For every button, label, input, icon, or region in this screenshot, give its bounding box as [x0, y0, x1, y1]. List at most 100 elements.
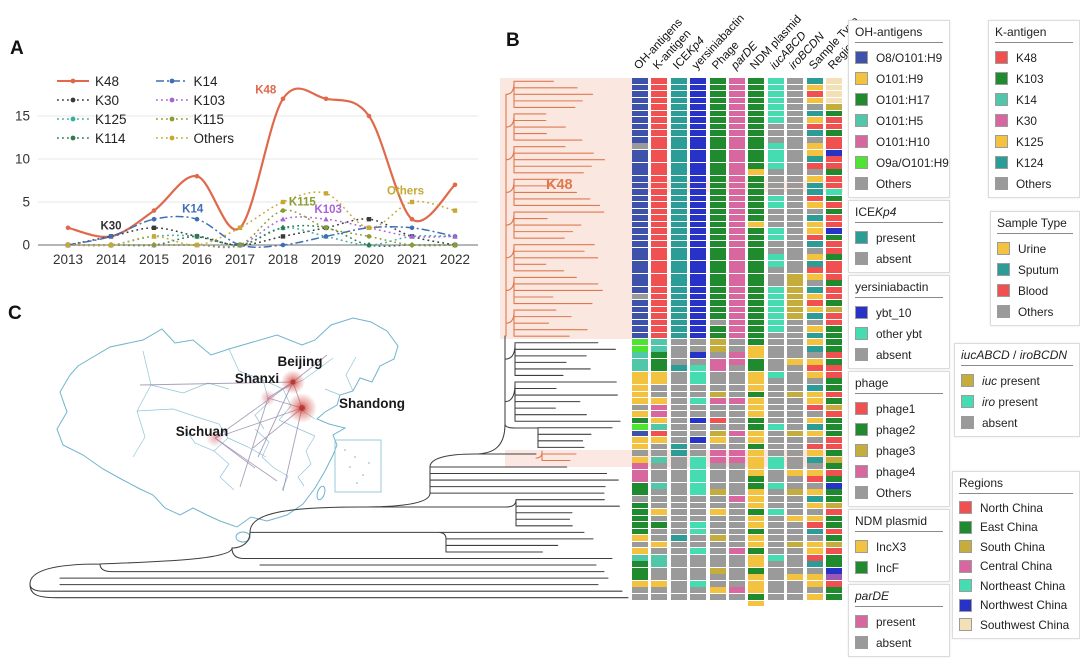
heatmap-cell	[670, 476, 687, 483]
heatmap-cell	[670, 482, 687, 489]
heatmap-cell	[690, 319, 707, 326]
heatmap-column-ndm-plasmid	[748, 78, 765, 607]
heatmap-cell	[651, 339, 668, 345]
heatmap-cell	[826, 215, 842, 221]
heatmap-cell	[729, 162, 745, 169]
heatmap-cell	[748, 509, 765, 515]
heatmap-cell	[787, 489, 804, 496]
x-tick-label: 2018	[268, 252, 298, 267]
heatmap-cell	[670, 136, 687, 143]
heatmap-cell	[729, 136, 745, 143]
legend-swatch	[855, 93, 868, 106]
heatmap-cell	[826, 287, 842, 293]
heatmap-cell	[690, 313, 707, 319]
heatmap-cell	[729, 430, 745, 437]
legend-item-label: East China	[980, 520, 1038, 535]
heatmap-cell	[632, 469, 648, 476]
data-point	[194, 242, 200, 248]
heatmap-cell	[729, 247, 745, 254]
heatmap-cell	[651, 469, 668, 476]
heatmap-cell	[651, 254, 668, 261]
heatmap-cell	[709, 391, 726, 398]
heatmap-cell	[767, 162, 784, 169]
heatmap-cell	[632, 78, 648, 84]
heatmap-cell	[748, 437, 765, 443]
heatmap-cell	[767, 469, 784, 476]
heatmap-cell	[709, 162, 726, 169]
heatmap-cell	[670, 430, 687, 437]
x-tick-label: 2021	[397, 252, 427, 267]
heatmap-cell	[709, 332, 726, 339]
heatmap-cell	[806, 149, 823, 156]
heatmap-cell	[748, 600, 765, 607]
heatmap-cell	[748, 424, 765, 430]
legend-item-label: present	[876, 230, 916, 245]
legend-swatch	[959, 540, 972, 554]
heatmap-cell	[709, 287, 726, 293]
heatmap-cell	[748, 574, 765, 581]
heatmap-cell	[826, 450, 842, 457]
heatmap-cell	[690, 561, 707, 568]
heatmap-cell	[670, 424, 687, 430]
heatmap-cell	[670, 496, 687, 502]
heatmap-cell	[709, 84, 726, 91]
heatmap-cell	[709, 306, 726, 313]
heatmap-cell	[767, 97, 784, 104]
heatmap-cell	[826, 384, 842, 391]
chart-legend-item: K48	[56, 72, 127, 90]
heatmap-cell	[806, 332, 823, 339]
heatmap-cell	[748, 319, 765, 326]
legend-item-label: phage3	[876, 443, 916, 458]
heatmap-cell	[670, 554, 687, 561]
heatmap-cell	[767, 339, 784, 345]
heatmap-cell	[709, 97, 726, 104]
heatmap-cell	[709, 456, 726, 463]
heatmap-cell	[787, 496, 804, 502]
heatmap-cell	[806, 424, 823, 430]
heatmap-cell	[767, 306, 784, 313]
heatmap-cell	[806, 535, 823, 541]
heatmap-cell	[826, 241, 842, 248]
heatmap-cell	[806, 456, 823, 463]
heatmap-column-phage	[709, 78, 726, 601]
heatmap-cell	[729, 535, 745, 541]
legend-item-label: Sputum	[1018, 262, 1059, 277]
heatmap-cell	[767, 398, 784, 404]
heatmap-cell	[670, 313, 687, 319]
heatmap-cell	[826, 162, 842, 169]
legend-group-iucabcd-irobcdn: iucABCD / iroBCDN iuc present iro present a…	[954, 343, 1080, 437]
heatmap-cell	[767, 136, 784, 143]
heatmap-cell	[670, 326, 687, 332]
chart-legend-label: K114	[95, 130, 126, 146]
data-point	[280, 216, 286, 222]
heatmap-cell	[709, 143, 726, 150]
heatmap-cell	[787, 358, 804, 365]
heatmap-cell	[709, 267, 726, 274]
chart-legend-item: K125	[56, 110, 127, 128]
heatmap-cell	[729, 319, 745, 326]
heatmap-cell	[787, 326, 804, 332]
heatmap-cell	[787, 91, 804, 97]
heatmap-cell	[690, 450, 707, 457]
heatmap-cell	[670, 535, 687, 541]
heatmap-cell	[690, 482, 707, 489]
heatmap-cell	[670, 254, 687, 261]
heatmap-cell	[806, 384, 823, 391]
legend-item: O101:H9	[855, 68, 943, 89]
heatmap-cell	[632, 358, 648, 365]
legend-item: present	[855, 227, 943, 248]
heatmap-cell	[729, 84, 745, 91]
heatmap-cell	[748, 450, 765, 457]
heatmap-cell	[729, 326, 745, 332]
heatmap-cell	[690, 437, 707, 443]
heatmap-cell	[651, 169, 668, 176]
heatmap-cell	[670, 78, 687, 84]
heatmap-cell	[826, 345, 842, 352]
heatmap-cell	[748, 293, 765, 300]
heatmap-cell	[690, 489, 707, 496]
heatmap-cell	[670, 241, 687, 248]
heatmap-cell	[767, 384, 784, 391]
heatmap-cell	[787, 208, 804, 215]
heatmap-cell	[748, 358, 765, 365]
heatmap-cell	[632, 241, 648, 248]
